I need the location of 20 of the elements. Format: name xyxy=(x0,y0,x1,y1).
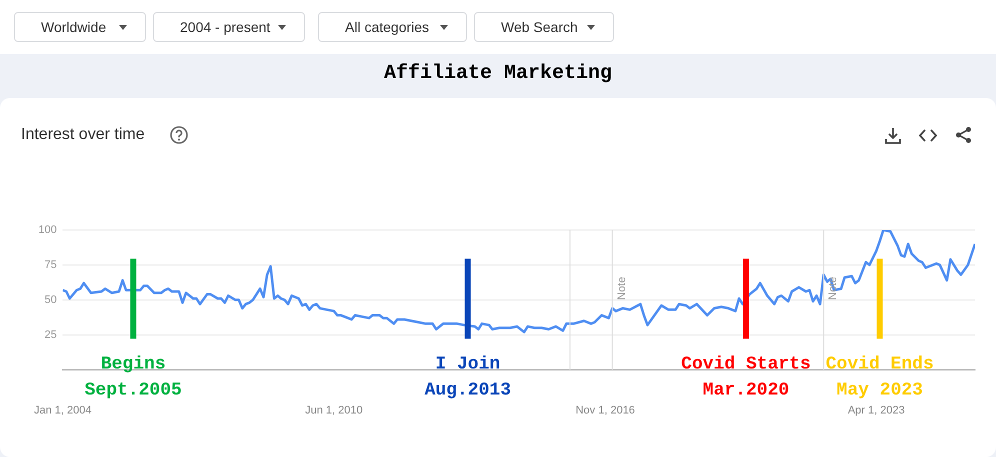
x-tick-label: Jan 1, 2004 xyxy=(34,404,92,416)
text: Web Search xyxy=(501,19,578,35)
x-tick-label: Jun 1, 2010 xyxy=(305,404,363,416)
ref-line-label: I Join Aug.2013 xyxy=(424,354,511,400)
x-tick-label: Nov 1, 2016 xyxy=(576,404,635,416)
text: All categories xyxy=(345,19,430,35)
ref-line-label: Note xyxy=(827,276,840,300)
y-tick-label: 75 xyxy=(44,258,57,271)
y-tick-label: 50 xyxy=(44,294,57,306)
chart-title: Affiliate Marketing xyxy=(382,62,614,85)
ref-line-label: Covid Starts Mar.2020 xyxy=(681,354,811,400)
y-tick-label: 25 xyxy=(44,328,57,341)
y-tick-label: 100 xyxy=(38,224,57,236)
ref-line-label: Note xyxy=(616,276,628,300)
ref-line-label: Begins Sept.2005 xyxy=(84,354,182,400)
text: 2004 - present xyxy=(180,19,270,35)
x-tick-label: Apr 1, 2023 xyxy=(848,404,905,416)
chart-subtitle: Interest over time xyxy=(21,126,145,144)
text: Worldwide xyxy=(41,19,106,35)
ref-line-label: Covid Ends May 2023 xyxy=(826,354,934,400)
